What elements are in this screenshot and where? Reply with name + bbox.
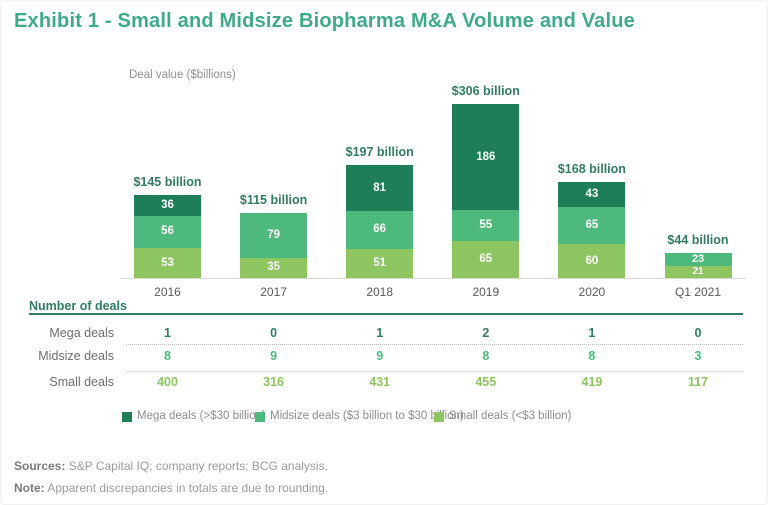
legend-swatch-icon (434, 412, 444, 422)
table-row-separator (126, 343, 743, 345)
table-cell-mega-deals-q1-2021: 0 (694, 326, 702, 340)
table-cell-midsize-deals-2019: 8 (482, 349, 490, 363)
note-text: Apparent discrepancies in totals are due… (44, 481, 329, 495)
table-row-label-midsize-deals: Midsize deals (38, 349, 114, 363)
y-axis-label: Deal value ($billions) (129, 69, 236, 81)
x-axis-tick-2017: 2017 (260, 285, 287, 299)
bar-total-label-2019: $306 billion (451, 83, 520, 98)
table-row-separator (126, 370, 743, 372)
table-cell-mega-deals-2018: 1 (376, 326, 384, 340)
bar-segment-midsize-deals-2016: 56 (134, 215, 201, 248)
table-cell-midsize-deals-q1-2021: 3 (694, 349, 702, 363)
sources-text: S&P Capital IQ; company reports; BCG ana… (65, 459, 328, 473)
table-row-label-mega-deals: Mega deals (49, 326, 114, 340)
table-cell-mega-deals-2020: 1 (588, 326, 596, 340)
bar-segment-midsize-deals-2018: 66 (346, 211, 414, 249)
bar-segment-midsize-deals-2017: 79 (240, 213, 308, 259)
table-header: Number of deals (29, 299, 127, 313)
x-axis-line (121, 278, 746, 279)
legend-label: Small deals (<$3 billion) (449, 410, 572, 422)
bar-segment-small-deals-2017: 35 (240, 258, 308, 278)
note-line: Note: Apparent discrepancies in totals a… (14, 481, 328, 495)
table-cell-small-deals-2016: 400 (157, 375, 178, 389)
table-cell-mega-deals-2016: 1 (164, 326, 171, 340)
bar-total-label-2016: $145 billion (133, 175, 202, 190)
table-cell-small-deals-2019: 455 (475, 375, 497, 389)
legend-swatch-icon (255, 412, 265, 422)
table-cell-small-deals-2017: 316 (263, 375, 285, 389)
bar-total-label-2017: $115 billion (239, 193, 308, 208)
table-cell-midsize-deals-2016: 8 (164, 349, 171, 363)
sources-line: Sources: S&P Capital IQ; company reports… (14, 459, 328, 473)
table-cell-mega-deals-2017: 0 (270, 326, 278, 340)
bar-segment-mega-deals-2018: 81 (346, 165, 414, 212)
table-cell-midsize-deals-2017: 9 (270, 349, 278, 363)
table-cell-midsize-deals-2020: 8 (588, 349, 596, 363)
bar-segment-small-deals-2018: 51 (346, 248, 414, 278)
sources-label: Sources: (14, 459, 66, 473)
bar-segment-midsize-deals-q1-2021: 23 (664, 252, 732, 267)
bar-segment-small-deals-2016: 53 (134, 247, 201, 278)
bar-total-label-2020: $168 billion (557, 162, 626, 177)
bar-segment-midsize-deals-2019: 55 (452, 209, 520, 241)
table-cell-midsize-deals-2018: 9 (376, 349, 384, 363)
table-cell-small-deals-2018: 431 (369, 375, 391, 389)
x-axis-tick-2019: 2019 (472, 285, 500, 299)
legend-label: Midsize deals ($3 billion to $30 billion… (270, 410, 464, 422)
table-header-rule (29, 313, 743, 315)
bar-segment-small-deals-q1-2021: 21 (664, 266, 732, 278)
bar-segment-mega-deals-2019: 186 (452, 103, 520, 210)
legend-label: Mega deals (>$30 billion) (137, 410, 266, 422)
page-title: Exhibit 1 - Small and Midsize Biopharma … (14, 10, 636, 32)
bar-total-label-q1-2021: $44 billion (667, 232, 729, 247)
x-axis-tick-2018: 2018 (366, 285, 394, 299)
table-cell-mega-deals-2019: 2 (482, 326, 490, 340)
table-cell-small-deals-2020: 419 (581, 375, 603, 389)
table-row-label-small-deals: Small deals (49, 375, 114, 389)
bar-segment-midsize-deals-2020: 65 (558, 206, 626, 244)
table-cell-small-deals-q1-2021: 117 (687, 375, 709, 389)
x-axis-tick-2016: 2016 (154, 285, 181, 299)
bar-segment-small-deals-2019: 65 (452, 240, 520, 278)
bar-segment-mega-deals-2016: 36 (134, 195, 201, 216)
bar-segment-small-deals-2020: 60 (558, 243, 626, 278)
legend-swatch-icon (122, 412, 132, 422)
bar-segment-mega-deals-2020: 43 (558, 182, 626, 207)
bar-total-label-2018: $197 billion (345, 145, 414, 160)
x-axis-tick-2020: 2020 (578, 285, 606, 299)
note-label: Note: (14, 481, 45, 495)
x-axis-tick-q1-2021: Q1 2021 (674, 285, 722, 299)
